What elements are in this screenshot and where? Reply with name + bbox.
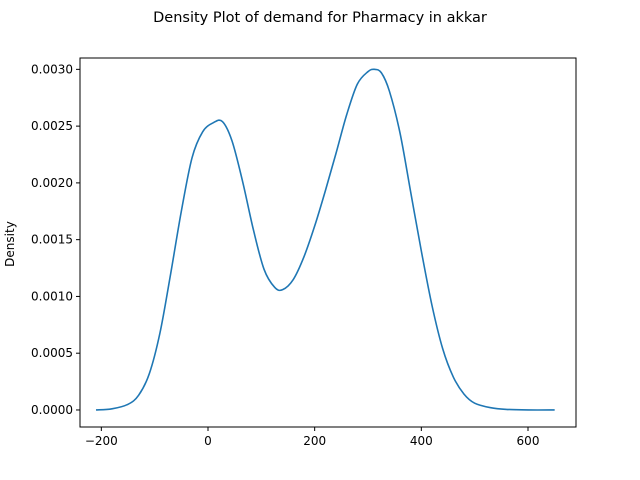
plot-area [79, 57, 577, 428]
y-tick-label: 0.0010 [31, 289, 73, 303]
y-tick-label: 0.0030 [31, 62, 73, 76]
chart-title: Density Plot of demand for Pharmacy in a… [153, 10, 487, 26]
y-tick-label: 0.0015 [31, 233, 73, 247]
y-tick-label: 0.0000 [31, 403, 73, 417]
plot-frame [79, 57, 577, 428]
x-tick-label: 0 [204, 434, 212, 448]
x-tick-label: 200 [303, 434, 326, 448]
y-axis-label: Density [3, 221, 17, 267]
x-axis: −200 0 200 400 600 [85, 427, 540, 448]
x-tick-label: 600 [517, 434, 540, 448]
x-tick-label: 400 [410, 434, 433, 448]
y-axis: 0.0000 0.0005 0.0010 0.0015 0.0020 0.0025 0.00… [31, 62, 80, 417]
density-line-0 [95, 68, 555, 411]
y-tick-label: 0.0025 [31, 119, 73, 133]
x-tick-label: −200 [85, 434, 118, 448]
y-tick-label: 0.0020 [31, 176, 73, 190]
y-tick-label: 0.0005 [31, 346, 73, 360]
